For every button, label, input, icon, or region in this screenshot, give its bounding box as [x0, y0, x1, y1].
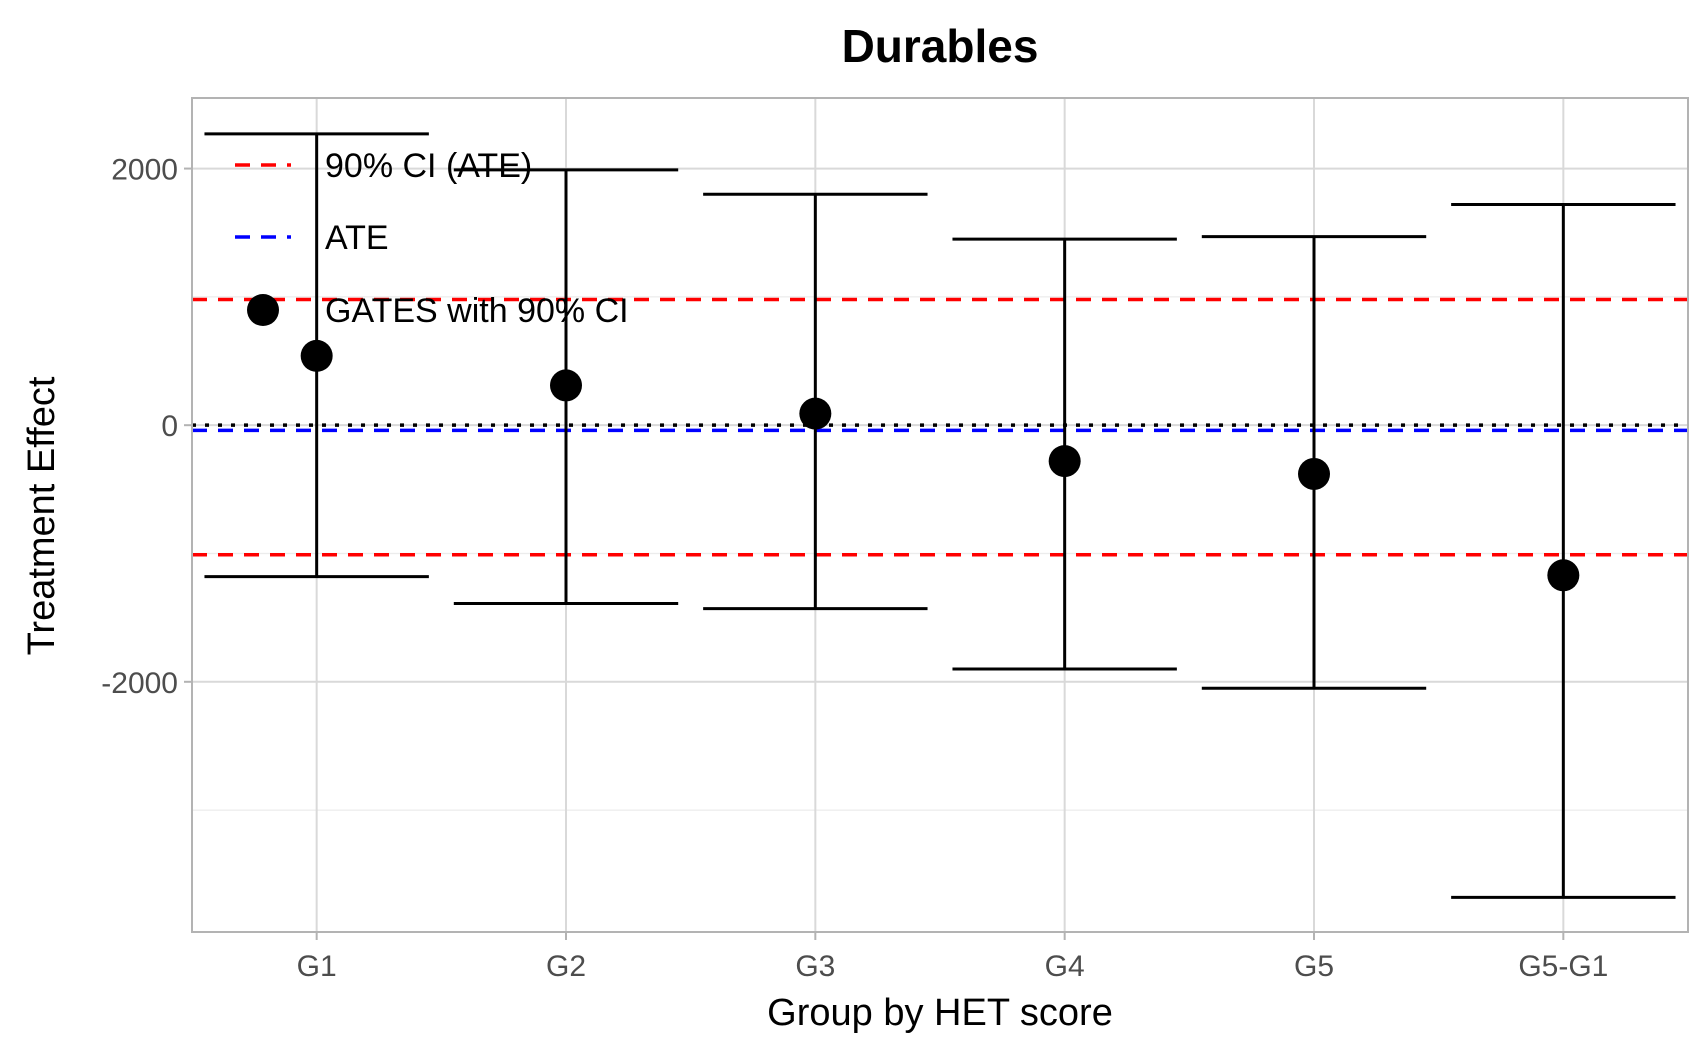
error-bars: [204, 132, 1676, 899]
y-axis-ticks: -2000 0 2000: [101, 154, 192, 700]
x-tick-label: G4: [1045, 950, 1085, 983]
y-axis-title: Treatment Effect: [21, 376, 63, 655]
point-g3: [799, 397, 832, 430]
x-tick-label: G2: [546, 950, 586, 983]
plot-panel: [191, 97, 1689, 933]
point-g4: [1048, 445, 1081, 478]
panel-border: [191, 97, 1689, 933]
legend-label-1: ATE: [325, 219, 389, 257]
chart-title: Durables: [842, 20, 1039, 72]
point-g5: [1298, 457, 1330, 490]
legend-label-2: GATES with 90% CI: [325, 292, 629, 330]
y-tick-label: -2000: [101, 667, 178, 700]
x-tick-label: G1: [297, 950, 337, 983]
x-tick-label: G3: [795, 950, 835, 983]
point-g1: [300, 339, 333, 372]
x-axis-ticks: G1 G2 G3 G4 G5 G5-G1: [297, 932, 1608, 983]
x-tick-label: G5-G1: [1518, 950, 1608, 983]
gridlines: [192, 98, 1688, 932]
reference-lines: [192, 297, 1688, 557]
x-axis-title: Group by HET score: [767, 992, 1113, 1034]
x-tick-label: G5: [1294, 950, 1334, 983]
legend-key-2: [247, 294, 279, 326]
y-tick-label: 2000: [111, 154, 178, 187]
y-tick-label: 0: [161, 410, 178, 443]
data-points: [300, 339, 1580, 592]
point-g2: [550, 369, 582, 402]
point-g5-g1: [1547, 559, 1580, 592]
legend-label-0: 90% CI (ATE): [325, 147, 532, 185]
legend: 90% CI (ATE) ATE GATES with 90% CI: [235, 147, 629, 330]
